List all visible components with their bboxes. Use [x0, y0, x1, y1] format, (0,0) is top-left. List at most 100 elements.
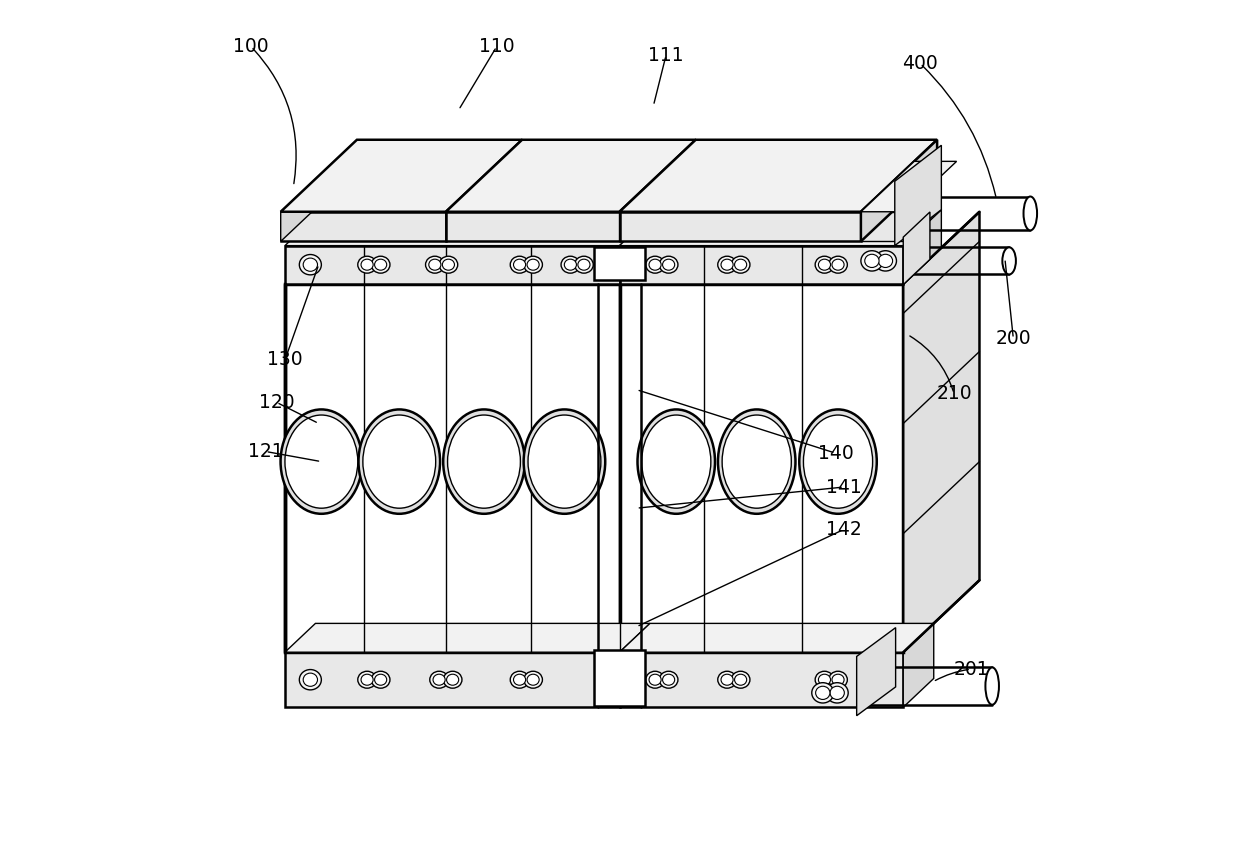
- Ellipse shape: [731, 671, 750, 688]
- Polygon shape: [620, 623, 934, 652]
- Ellipse shape: [374, 674, 387, 685]
- Text: 111: 111: [648, 46, 684, 64]
- Ellipse shape: [815, 671, 834, 688]
- Ellipse shape: [442, 259, 455, 270]
- Polygon shape: [620, 212, 861, 241]
- Polygon shape: [620, 652, 903, 707]
- Ellipse shape: [561, 256, 580, 274]
- Ellipse shape: [575, 256, 593, 274]
- Polygon shape: [861, 162, 957, 212]
- Ellipse shape: [717, 256, 736, 274]
- Ellipse shape: [300, 669, 321, 689]
- Ellipse shape: [446, 674, 458, 685]
- Ellipse shape: [524, 671, 543, 688]
- Polygon shape: [903, 212, 980, 652]
- Ellipse shape: [731, 256, 750, 274]
- Ellipse shape: [878, 254, 892, 268]
- Ellipse shape: [372, 671, 390, 688]
- Text: 141: 141: [826, 478, 862, 496]
- Ellipse shape: [799, 409, 877, 514]
- Ellipse shape: [803, 415, 872, 508]
- Ellipse shape: [564, 259, 576, 270]
- Ellipse shape: [721, 674, 733, 685]
- Ellipse shape: [815, 256, 834, 274]
- Ellipse shape: [280, 409, 362, 514]
- Ellipse shape: [875, 251, 897, 271]
- Ellipse shape: [439, 256, 457, 274]
- Ellipse shape: [527, 259, 539, 270]
- Ellipse shape: [826, 683, 849, 703]
- Ellipse shape: [434, 674, 445, 685]
- Text: 121: 121: [248, 442, 284, 461]
- Ellipse shape: [358, 256, 377, 274]
- Polygon shape: [446, 212, 620, 241]
- Polygon shape: [903, 212, 930, 285]
- Ellipse shape: [985, 667, 999, 705]
- Ellipse shape: [829, 671, 847, 688]
- Ellipse shape: [812, 683, 834, 703]
- Ellipse shape: [717, 409, 795, 514]
- Text: 120: 120: [259, 393, 295, 412]
- Ellipse shape: [429, 259, 441, 270]
- Polygon shape: [861, 212, 903, 241]
- Polygon shape: [281, 140, 522, 212]
- Ellipse shape: [285, 415, 358, 508]
- Ellipse shape: [646, 256, 664, 274]
- Text: 140: 140: [818, 444, 854, 462]
- Polygon shape: [281, 212, 446, 241]
- Text: 201: 201: [953, 660, 989, 678]
- Ellipse shape: [524, 256, 543, 274]
- Ellipse shape: [361, 259, 373, 270]
- Ellipse shape: [735, 259, 747, 270]
- Ellipse shape: [513, 674, 525, 685]
- Polygon shape: [446, 140, 696, 212]
- Polygon shape: [895, 146, 942, 246]
- Polygon shape: [620, 140, 696, 241]
- Ellipse shape: [300, 255, 321, 274]
- Ellipse shape: [831, 674, 844, 685]
- Polygon shape: [285, 284, 620, 652]
- Polygon shape: [856, 628, 896, 716]
- Ellipse shape: [638, 409, 715, 514]
- Ellipse shape: [1002, 247, 1016, 274]
- Ellipse shape: [510, 671, 529, 688]
- Ellipse shape: [1023, 197, 1037, 230]
- Ellipse shape: [735, 674, 747, 685]
- Text: 142: 142: [826, 520, 862, 539]
- Ellipse shape: [527, 674, 539, 685]
- Polygon shape: [281, 140, 357, 241]
- Ellipse shape: [819, 259, 830, 270]
- Text: 200: 200: [996, 329, 1031, 348]
- Ellipse shape: [372, 256, 390, 274]
- Text: 210: 210: [937, 385, 971, 403]
- Ellipse shape: [304, 673, 317, 686]
- Ellipse shape: [642, 415, 711, 508]
- Ellipse shape: [659, 256, 678, 274]
- Polygon shape: [446, 140, 522, 241]
- Ellipse shape: [363, 415, 436, 508]
- Ellipse shape: [430, 671, 449, 688]
- Ellipse shape: [528, 415, 601, 508]
- Ellipse shape: [721, 259, 733, 270]
- Ellipse shape: [361, 674, 373, 685]
- Ellipse shape: [829, 256, 847, 274]
- Ellipse shape: [358, 671, 377, 688]
- Ellipse shape: [663, 674, 675, 685]
- Ellipse shape: [524, 409, 605, 514]
- Ellipse shape: [646, 671, 664, 688]
- Ellipse shape: [722, 415, 792, 508]
- Polygon shape: [861, 140, 937, 241]
- Polygon shape: [620, 210, 942, 246]
- Ellipse shape: [649, 259, 662, 270]
- Ellipse shape: [830, 686, 844, 700]
- Text: 110: 110: [478, 37, 514, 56]
- Polygon shape: [285, 623, 650, 652]
- Ellipse shape: [865, 254, 878, 268]
- Ellipse shape: [815, 686, 830, 700]
- Text: 130: 130: [268, 351, 302, 369]
- Polygon shape: [620, 246, 903, 284]
- Ellipse shape: [659, 671, 678, 688]
- Polygon shape: [903, 623, 934, 707]
- Polygon shape: [593, 247, 646, 280]
- Ellipse shape: [447, 415, 520, 508]
